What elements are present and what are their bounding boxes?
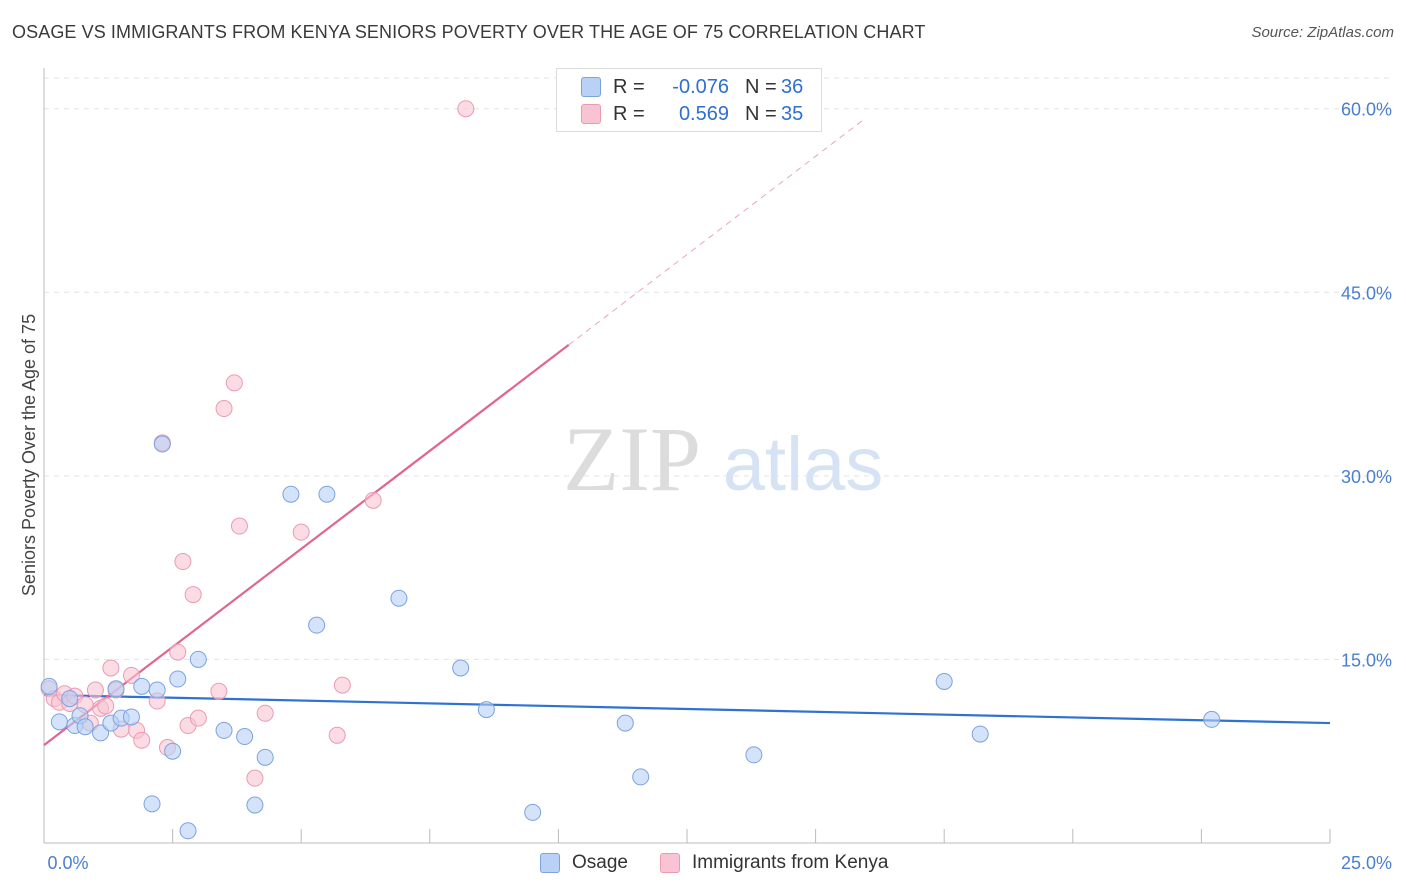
y-tick-label: 45.0%	[1341, 283, 1392, 303]
osage-point	[92, 724, 110, 742]
osage-point	[76, 718, 94, 736]
correlation-legend: R = -0.076 N = 36 R = 0.569 N = 35	[556, 68, 822, 132]
kenya-point	[86, 681, 104, 699]
legend-r-label: R =	[613, 102, 645, 125]
kenya-point	[215, 400, 233, 418]
x-tick-label: 25.0%	[1341, 853, 1392, 873]
osage-point	[133, 677, 151, 695]
series-legend: Osage Immigrants from Kenya	[0, 852, 1406, 878]
osage-point	[256, 748, 274, 766]
legend-label-kenya: Immigrants from Kenya	[692, 852, 889, 873]
grid-lines	[44, 77, 1392, 660]
kenya-trend-extension	[568, 120, 863, 346]
tick-labels: 15.0% 30.0% 45.0% 60.0% 0.0% 25.0%	[47, 100, 1392, 873]
osage-point	[107, 680, 125, 698]
osage-point	[148, 681, 166, 699]
kenya-point	[364, 491, 382, 509]
y-tick-label: 15.0%	[1341, 650, 1392, 670]
osage-point	[282, 485, 300, 503]
kenya-point	[256, 704, 274, 722]
kenya-point	[328, 726, 346, 744]
legend-label-osage: Osage	[572, 852, 628, 873]
kenya-point	[97, 697, 115, 715]
osage-point	[971, 725, 989, 743]
osage-point	[215, 721, 233, 739]
osage-point	[477, 701, 495, 719]
kenya-point	[122, 666, 140, 684]
osage-point	[524, 803, 542, 821]
legend-item-osage[interactable]: Osage	[540, 852, 628, 874]
osage-point	[1203, 710, 1221, 728]
kenya-swatch-icon	[581, 104, 601, 124]
osage-point	[50, 713, 68, 731]
kenya-point	[189, 709, 207, 727]
legend-n-label: N =	[745, 102, 777, 125]
kenya-point	[457, 100, 475, 118]
osage-point	[745, 746, 763, 764]
osage-point	[308, 616, 326, 634]
kenya-point	[292, 523, 310, 541]
osage-point	[189, 650, 207, 668]
osage-point	[616, 714, 634, 732]
kenya-point	[169, 643, 187, 661]
osage-point	[236, 728, 254, 746]
kenya-point	[333, 676, 351, 694]
osage-point	[40, 677, 58, 695]
osage-point	[390, 589, 408, 607]
osage-point	[246, 796, 264, 814]
legend-n-value: 35	[781, 102, 804, 125]
x-tick-label: 0.0%	[47, 853, 88, 873]
osage-point	[164, 742, 182, 760]
legend-r-value: -0.076	[672, 75, 729, 98]
osage-point	[122, 708, 140, 726]
osage-point	[318, 485, 336, 503]
kenya-point	[174, 553, 192, 571]
kenya-point	[246, 769, 264, 787]
osage-point	[169, 670, 187, 688]
kenya-point	[102, 659, 120, 677]
osage-point	[61, 690, 79, 708]
osage-swatch-icon	[581, 77, 601, 97]
osage-point	[153, 435, 171, 453]
legend-r-value: 0.569	[678, 102, 729, 125]
legend-n-value: 36	[781, 75, 804, 98]
osage-point	[452, 659, 470, 677]
legend-n-label: N =	[745, 75, 777, 98]
kenya-point	[210, 682, 228, 700]
osage-swatch-icon	[540, 853, 560, 873]
kenya-swatch-icon	[660, 853, 680, 873]
chart-title: OSAGE VS IMMIGRANTS FROM KENYA SENIORS P…	[12, 22, 926, 42]
watermark-zip: ZIP	[563, 408, 701, 510]
osage-trend-line	[43, 693, 1331, 725]
kenya-point	[133, 731, 151, 749]
osage-point	[935, 672, 953, 690]
y-axis-label: Seniors Poverty Over the Age of 75	[19, 314, 39, 596]
watermark-atlas: atlas	[723, 422, 884, 507]
y-tick-label: 60.0%	[1341, 100, 1392, 120]
axes	[43, 68, 1331, 844]
osage-point	[632, 768, 650, 786]
source-credit: Source: ZipAtlas.com	[1251, 24, 1394, 41]
osage-point	[143, 795, 161, 813]
y-tick-label: 30.0%	[1341, 467, 1392, 487]
data-points	[40, 100, 1221, 840]
kenya-point	[184, 586, 202, 604]
osage-point	[179, 822, 197, 840]
kenya-point	[230, 517, 248, 535]
legend-r-label: R =	[613, 75, 645, 98]
kenya-point	[225, 374, 243, 392]
legend-row-osage: R = -0.076 N = 36	[581, 74, 803, 100]
legend-row-kenya: R = 0.569 N = 35	[581, 101, 803, 127]
legend-item-kenya[interactable]: Immigrants from Kenya	[660, 852, 888, 874]
